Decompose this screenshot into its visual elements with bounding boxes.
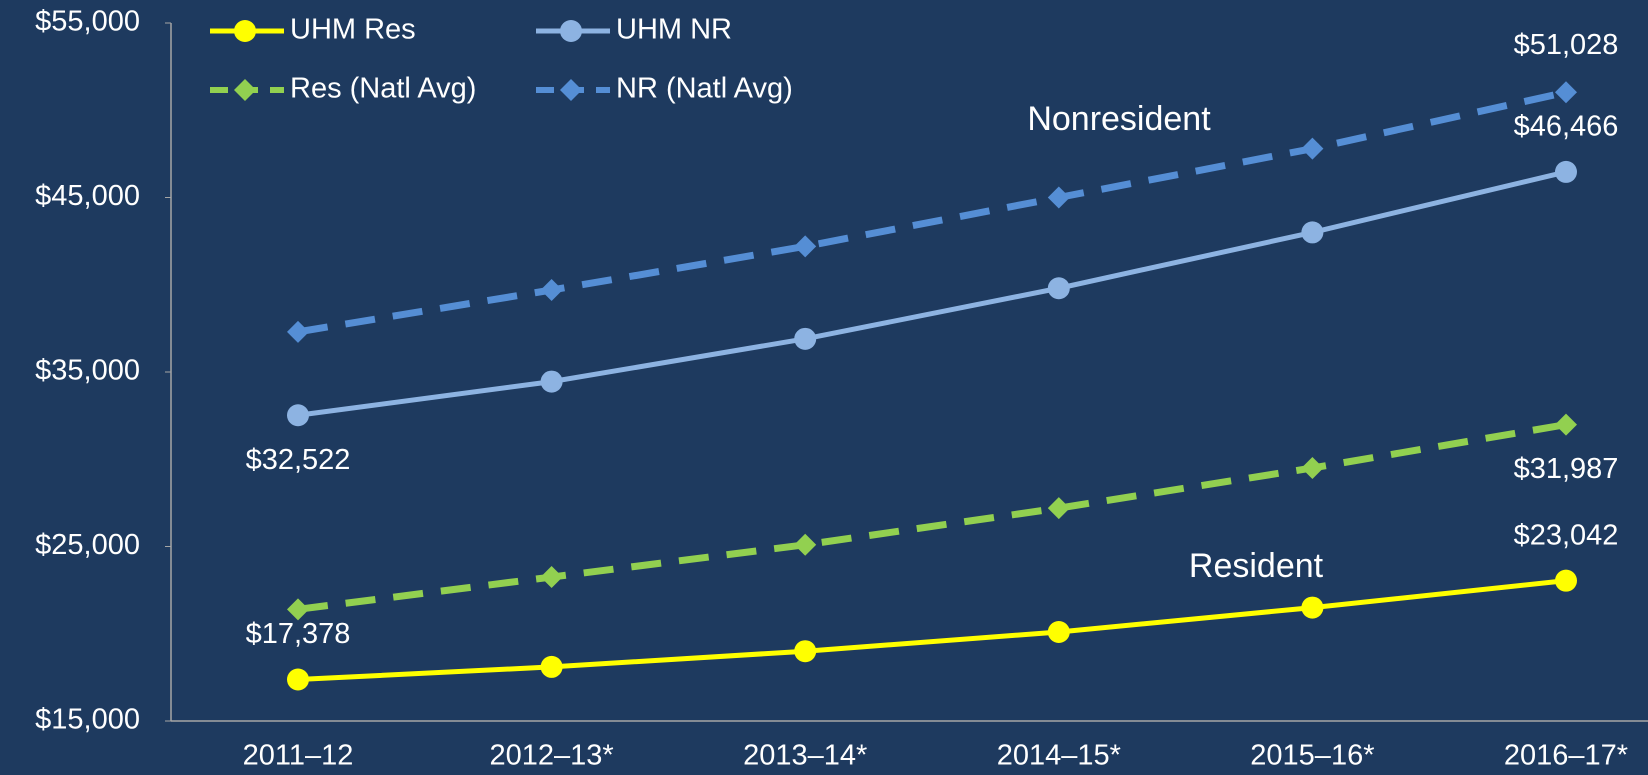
data-label: $46,466 (1514, 111, 1619, 143)
data-point (794, 640, 817, 663)
annotation: Resident (1189, 547, 1324, 585)
legend-label: UHM Res (290, 14, 416, 46)
data-point (1047, 621, 1070, 644)
x-tick-label: 2013–14* (743, 740, 867, 772)
series-line (297, 578, 1567, 683)
data-label: $31,987 (1514, 453, 1619, 485)
data-point (1555, 413, 1577, 436)
data-point (287, 320, 309, 343)
data-point (1047, 497, 1070, 520)
data-label: $32,522 (246, 444, 351, 476)
y-tick-label: $25,000 (35, 529, 140, 561)
x-tick-label: 2016–17* (1504, 740, 1628, 772)
y-tick-label: $55,000 (35, 6, 140, 38)
data-point (1301, 456, 1324, 479)
series-line (297, 169, 1567, 418)
legend-marker (234, 79, 256, 101)
y-tick-label: $15,000 (35, 704, 140, 736)
data-point (794, 327, 817, 350)
legend-marker (560, 20, 582, 42)
legend-label: Res (Natl Avg) (290, 73, 476, 105)
data-point (540, 655, 563, 678)
data-point (540, 278, 563, 301)
x-tick-label: 2014–15* (997, 740, 1121, 772)
data-label: $17,378 (246, 618, 351, 650)
y-tick-label: $45,000 (35, 180, 140, 212)
data-point (1301, 137, 1324, 160)
data-point (1047, 186, 1070, 209)
data-point (287, 404, 309, 427)
legend-marker (560, 79, 582, 101)
series-line (297, 88, 1567, 336)
data-point (540, 566, 563, 589)
data-point (794, 235, 817, 258)
data-point (794, 533, 817, 556)
data-point (1301, 596, 1324, 619)
y-tick-label: $35,000 (35, 355, 140, 387)
legend-label: NR (Natl Avg) (616, 73, 793, 105)
data-point (1047, 277, 1070, 300)
data-point (1301, 221, 1324, 244)
data-point (540, 370, 563, 393)
data-point (287, 598, 309, 621)
data-point (1555, 160, 1577, 183)
data-point (1555, 569, 1577, 592)
series-line (297, 421, 1567, 613)
legend-label: UHM NR (616, 14, 732, 46)
data-label: $51,028 (1514, 29, 1619, 61)
legend-marker (234, 20, 256, 42)
annotation: Nonresident (1027, 100, 1211, 138)
x-tick-label: 2015–16* (1250, 740, 1374, 772)
data-label: $23,042 (1514, 519, 1619, 551)
data-point (1555, 81, 1577, 104)
data-point (287, 668, 309, 691)
x-tick-label: 2011–12 (243, 740, 354, 772)
x-tick-label: 2012–13* (490, 740, 614, 772)
